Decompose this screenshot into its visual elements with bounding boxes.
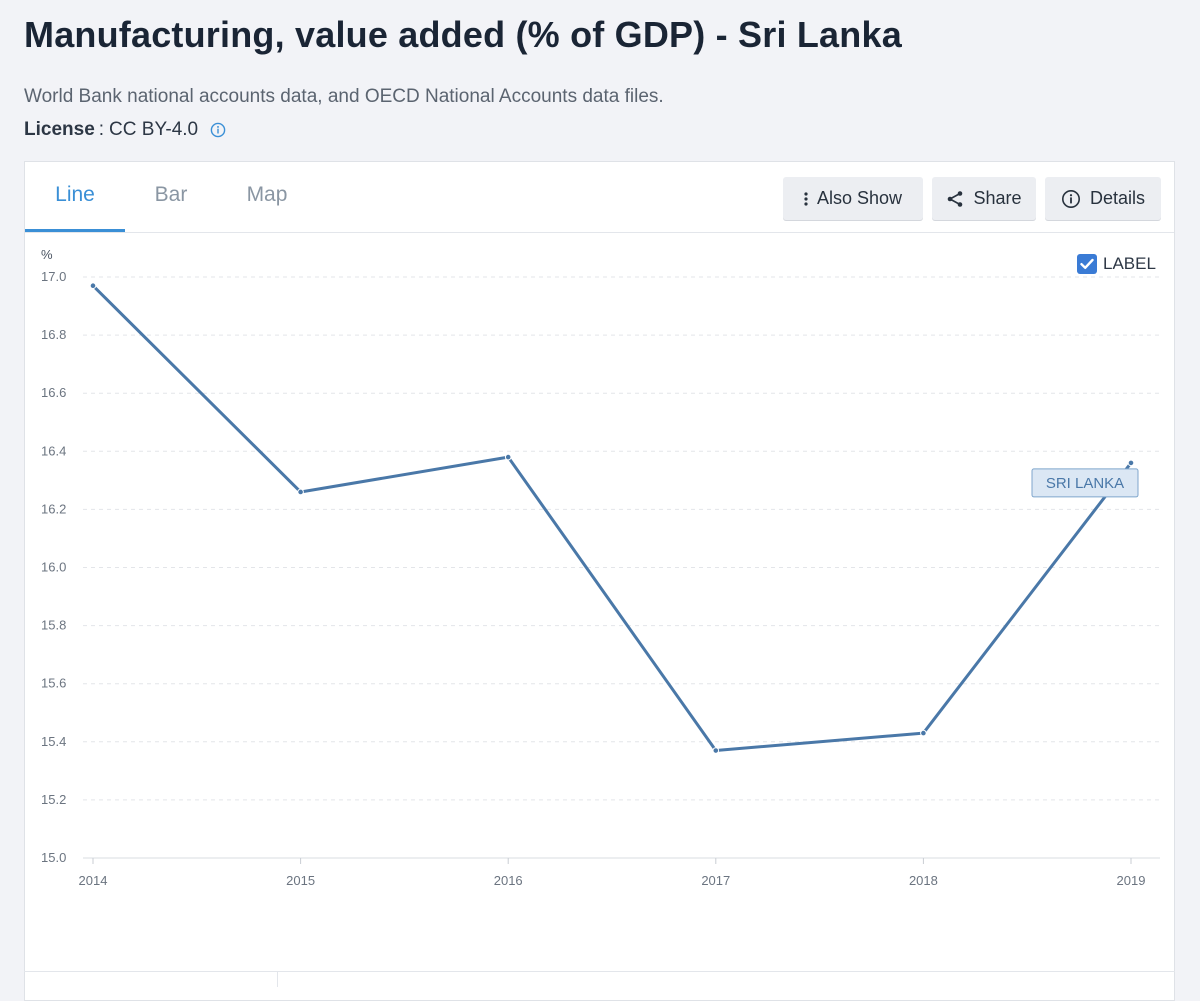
footer-vdivider xyxy=(277,971,278,987)
y-tick-label: 16.6 xyxy=(41,385,66,400)
x-tick-label: 2016 xyxy=(494,873,523,888)
tab-bar: Line Bar Map Also Show Share xyxy=(25,162,1174,233)
license-label: License xyxy=(24,119,95,140)
series-label-box xyxy=(1031,468,1139,498)
info-icon[interactable] xyxy=(210,122,226,138)
license-value: CC BY-4.0 xyxy=(109,119,199,140)
share-button[interactable]: Share xyxy=(932,177,1036,220)
more-vertical-icon xyxy=(804,191,808,206)
footer-divider xyxy=(24,971,1175,972)
x-tick-label: 2015 xyxy=(286,873,315,888)
data-point xyxy=(712,747,720,754)
x-tick-label: 2018 xyxy=(909,873,938,888)
x-tick-label: 2019 xyxy=(1117,873,1146,888)
details-label: Details xyxy=(1089,188,1146,208)
x-tick-label: 2017 xyxy=(701,873,730,888)
y-axis-unit: % xyxy=(41,247,53,262)
active-tab-indicator xyxy=(25,229,125,232)
also-show-button[interactable]: Also Show xyxy=(783,177,923,220)
y-tick-label: 17.0 xyxy=(41,269,66,284)
label-toggle[interactable]: LABEL xyxy=(1077,254,1156,274)
checkmark-icon xyxy=(1080,258,1094,269)
series-line xyxy=(91,284,1133,753)
data-point xyxy=(1127,459,1135,467)
y-tick-label: 15.0 xyxy=(41,850,66,865)
tab-line[interactable]: Line xyxy=(55,183,95,206)
data-point xyxy=(89,282,97,290)
y-tick-label: 15.6 xyxy=(41,676,66,691)
x-tick-label: 2014 xyxy=(79,873,108,888)
data-point xyxy=(920,729,927,737)
y-tick-label: 15.4 xyxy=(41,734,66,749)
tab-bar-chart[interactable]: Bar xyxy=(154,183,188,206)
source-text: World Bank national accounts data, and O… xyxy=(24,86,664,107)
y-tick-label: 16.0 xyxy=(41,560,66,575)
license-separator: : xyxy=(98,119,105,140)
y-tick-label: 15.8 xyxy=(41,618,66,633)
label-toggle-text: LABEL xyxy=(1103,254,1156,273)
page-title: Manufacturing, value added (% of GDP) - … xyxy=(24,14,902,55)
label-checkbox[interactable] xyxy=(1077,254,1097,274)
y-tick-label: 15.2 xyxy=(41,792,66,807)
data-point xyxy=(504,453,512,461)
info-circle-icon xyxy=(1061,189,1080,208)
share-icon xyxy=(948,190,963,207)
y-tick-label: 16.4 xyxy=(41,443,66,458)
details-button[interactable]: Details xyxy=(1045,177,1161,220)
chart-card: Line Bar Map Also Show Share xyxy=(24,161,1175,1001)
share-label: Share xyxy=(973,188,1022,208)
y-tick-label: 16.8 xyxy=(41,327,66,342)
tab-map[interactable]: Map xyxy=(246,183,288,206)
series-label: SRI LANKA xyxy=(1046,475,1124,492)
data-point xyxy=(297,488,304,496)
y-tick-label: 16.2 xyxy=(41,501,66,516)
license: License : CC BY-4.0 xyxy=(24,119,226,141)
also-show-label: Also Show xyxy=(816,188,903,208)
